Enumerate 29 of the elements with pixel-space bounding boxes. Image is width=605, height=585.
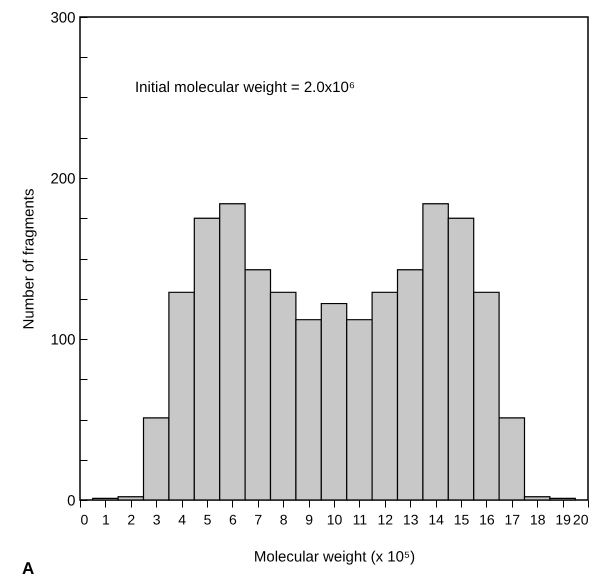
x-tick-label: 17 [504,512,520,528]
x-tick-label: 1 [102,512,110,528]
x-tick-label: 3 [152,512,161,528]
x-tick-label: 12 [378,512,394,528]
x-tick-label: 11 [352,512,368,528]
x-tick-label: 14 [428,512,444,528]
x-tick-label: 8 [280,512,288,528]
x-tick-label: 18 [530,512,546,528]
x-tick-label: 13 [402,512,419,528]
x-tick-label: 7 [254,512,262,528]
y-tick-label: 300 [50,10,76,26]
x-tick-label: 15 [454,512,470,528]
x-axis-title: Molecular weight (x 10⁵) [254,548,416,566]
y-tick-label: 100 [50,332,76,348]
x-tick-label: 2 [127,512,136,528]
x-tick-label: 10 [326,512,342,528]
x-tick-label: 16 [479,512,495,528]
y-axis-title: Number of fragments [20,188,38,330]
x-tick-label: 0 [80,512,88,528]
x-tick-label: 5 [204,512,212,528]
x-tick-label: 6 [229,512,237,528]
text: A [22,559,34,578]
x-tick-label: 19 [555,512,572,528]
x-tick-label: 4 [178,512,186,528]
y-tick-label: 200 [50,170,76,188]
annotation: Initial molecular weight = 2.0x10⁶ [135,79,356,96]
x-tick-label: 20 [572,512,589,528]
x-tick-label: 9 [305,512,314,528]
y-tick-label: 0 [67,492,76,510]
